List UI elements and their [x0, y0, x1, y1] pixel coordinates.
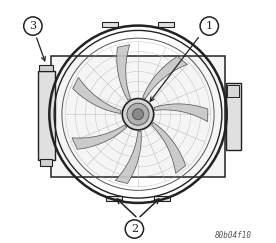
Text: 80b04f10: 80b04f10 [214, 231, 251, 240]
Polygon shape [143, 56, 187, 99]
Polygon shape [154, 104, 208, 122]
Circle shape [125, 220, 144, 238]
Text: 2: 2 [131, 224, 138, 234]
Circle shape [24, 17, 42, 35]
Text: 3: 3 [29, 21, 36, 31]
Bar [226, 83, 241, 150]
Bar [102, 22, 118, 27]
Bar [106, 196, 121, 201]
Circle shape [200, 17, 219, 35]
Text: 1: 1 [206, 21, 213, 31]
Polygon shape [72, 125, 127, 149]
Polygon shape [73, 77, 121, 113]
Bar [38, 71, 55, 160]
Circle shape [132, 109, 144, 120]
Polygon shape [115, 131, 141, 183]
Bar [158, 22, 174, 27]
Bar [39, 65, 54, 71]
Circle shape [122, 99, 154, 130]
Polygon shape [152, 122, 186, 173]
Circle shape [127, 103, 149, 125]
Polygon shape [117, 45, 131, 100]
Bar [155, 196, 170, 201]
Bar [227, 85, 240, 97]
Bar [40, 159, 52, 166]
Bar [51, 56, 225, 177]
